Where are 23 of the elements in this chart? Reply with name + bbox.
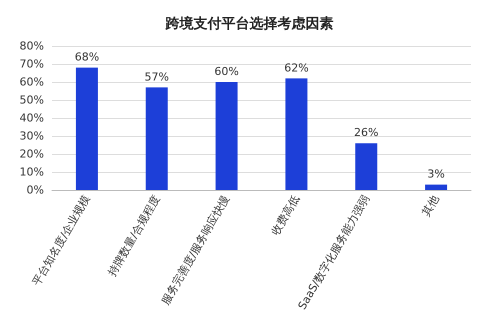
data-label: 68%	[74, 50, 100, 64]
bar	[216, 82, 238, 190]
y-tick-label: 40%	[20, 112, 44, 124]
y-tick-label: 80%	[20, 40, 44, 52]
data-label: 26%	[354, 126, 378, 140]
bar	[285, 78, 308, 190]
y-tick-label: 10%	[20, 166, 44, 178]
y-tick-label: 60%	[20, 76, 44, 88]
bar	[146, 87, 168, 190]
x-tick-label: 其他	[419, 192, 442, 218]
chart-title: 跨境支付平台选择考虑因素	[164, 15, 334, 32]
y-tick-label: 20%	[20, 148, 44, 160]
x-tick-label: 收费高低	[268, 192, 302, 238]
y-tick-label: 70%	[20, 58, 44, 70]
y-tick-label: 50%	[20, 94, 44, 106]
y-tick-label: 30%	[20, 130, 44, 142]
bar	[355, 143, 378, 190]
bar	[76, 68, 98, 190]
data-label: 3%	[427, 168, 445, 181]
data-label: 62%	[284, 61, 309, 74]
data-label: 57%	[144, 70, 169, 84]
bar	[425, 184, 448, 190]
data-label: 60%	[214, 65, 239, 78]
